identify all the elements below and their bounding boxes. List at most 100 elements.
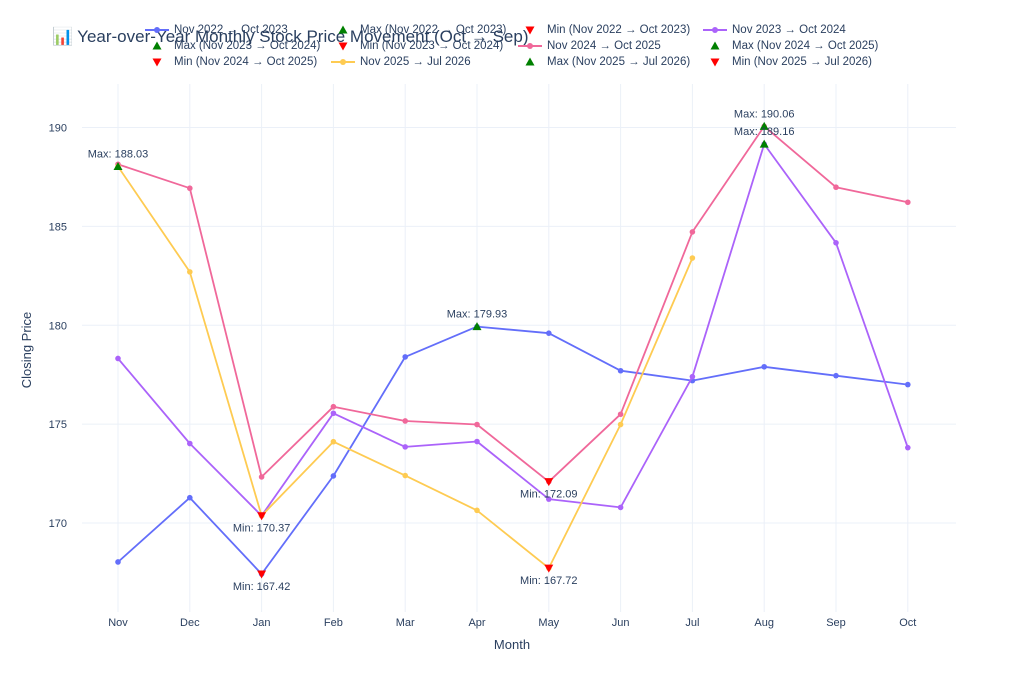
max-marker	[759, 121, 769, 130]
series-point	[187, 269, 193, 275]
legend-symbol	[710, 58, 720, 67]
series-line	[117, 143, 909, 517]
legend-min-symbol	[710, 58, 720, 67]
series-point	[905, 444, 911, 451]
series-point	[689, 373, 696, 380]
legend-symbol	[152, 58, 162, 67]
x-tick-label: Sep	[826, 617, 846, 629]
min-annotation: Min: 170.37	[233, 523, 290, 535]
legend-label: Min (Nov 2024 → Oct 2025)	[174, 56, 318, 68]
legend-label: Max (Nov 2025 → Jul 2026)	[547, 56, 691, 68]
series-point	[761, 363, 767, 370]
x-tick-label: Apr	[468, 617, 485, 629]
series-point	[905, 199, 911, 206]
series-point	[689, 255, 696, 261]
extreme-annotations: Max: 179.93 Min: 167.42 Max: 189.16 Min: 17…	[88, 108, 795, 593]
chart-gridlines	[82, 84, 956, 612]
min-marker	[257, 512, 267, 521]
series-point	[402, 354, 409, 360]
x-tick-label: Jan	[253, 617, 271, 629]
max-annotation: Max: 189.16	[734, 126, 795, 138]
series-point	[330, 410, 337, 417]
x-tick-label: Jun	[612, 617, 630, 629]
max-marker	[113, 161, 123, 170]
legend-symbol	[338, 42, 348, 51]
series-group	[115, 123, 911, 485]
max-marker	[472, 322, 482, 331]
legend-symbol	[152, 41, 162, 50]
x-tick-label: Aug	[754, 617, 774, 629]
series-point	[617, 411, 624, 418]
x-tick-label: Dec	[180, 617, 200, 629]
chart-icon: 📊	[52, 27, 74, 46]
series-point	[330, 403, 337, 410]
series-point	[187, 494, 193, 501]
legend-max-symbol	[152, 41, 162, 50]
legend-symbol	[145, 27, 169, 33]
legend-symbol	[703, 27, 727, 33]
x-tick-label: Nov	[108, 617, 128, 629]
series-point	[833, 184, 839, 191]
legend-symbol	[518, 43, 542, 49]
series-point	[402, 444, 409, 450]
series-point	[617, 367, 624, 374]
legend-label: Nov 2024 → Oct 2025	[547, 40, 661, 52]
y-tick-label: 180	[49, 320, 67, 332]
series-point	[546, 330, 552, 336]
extreme-markers	[113, 121, 769, 579]
y-tick-label: 170	[49, 518, 67, 530]
min-marker	[544, 564, 554, 573]
min-annotation: Min: 172.09	[520, 489, 577, 501]
legend-label: Max (Nov 2024 → Oct 2025)	[732, 40, 879, 52]
series-point	[833, 239, 839, 246]
legend-min-symbol	[525, 26, 535, 35]
series-point	[689, 229, 696, 235]
max-annotation: Max: 190.06	[734, 108, 795, 120]
legend-min-symbol	[338, 42, 348, 51]
series-point	[258, 474, 265, 480]
max-annotation: Max: 188.03	[88, 148, 149, 160]
legend-max-symbol	[710, 41, 720, 50]
legend-symbol	[331, 59, 355, 65]
max-marker	[759, 139, 769, 148]
x-tick-label: Oct	[899, 617, 916, 629]
legend-label: Max (Nov 2023 → Oct 2024)	[174, 40, 321, 52]
series-point	[402, 472, 409, 479]
series-point	[905, 381, 911, 388]
legend-dot	[712, 27, 718, 33]
legend-symbol	[525, 26, 535, 35]
y-tick-label: 185	[49, 221, 67, 233]
min-marker	[257, 570, 267, 579]
x-tick-label: Feb	[324, 617, 343, 629]
series-point	[187, 440, 193, 447]
x-tick-label: May	[538, 617, 559, 629]
legend-symbol	[525, 57, 535, 66]
x-axis-title: Month	[494, 637, 530, 652]
series-point	[115, 355, 121, 362]
series-point	[115, 559, 121, 565]
x-axis-ticks: Nov Dec Jan Feb Mar Apr May Jun Jul Aug Sep Oct	[108, 617, 916, 629]
series-point	[617, 421, 624, 428]
min-marker	[544, 478, 554, 487]
max-annotation: Max: 179.93	[447, 309, 508, 321]
legend-label: Min (Nov 2022 → Oct 2023)	[547, 24, 691, 36]
series-point	[617, 504, 624, 511]
chart-title-text: Year-over-Year Monthly Stock Price Movem…	[77, 27, 529, 46]
legend-label: Max (Nov 2022 → Oct 2023)	[360, 24, 507, 36]
legend-symbol	[710, 41, 720, 50]
legend-min-symbol	[152, 58, 162, 67]
series-group	[115, 141, 911, 519]
y-axis-title: Closing Price	[19, 312, 34, 389]
x-tick-label: Mar	[396, 617, 415, 629]
chart-legend: Nov 2022 → Oct 2023 Max (Nov 2022 → Oct 2…	[0, 0, 1024, 80]
min-annotation: Min: 167.42	[233, 581, 290, 593]
legend-label: Nov 2023 → Oct 2024	[732, 24, 846, 36]
x-tick-label: Jul	[685, 617, 699, 629]
series-point	[474, 507, 480, 514]
series-point	[330, 473, 337, 479]
legend-label: Nov 2025 → Jul 2026	[360, 56, 471, 68]
y-axis-ticks: 170 175 180 185 190	[49, 123, 67, 531]
legend-label: Min (Nov 2025 → Jul 2026)	[732, 56, 872, 68]
legend-dot	[340, 59, 346, 65]
